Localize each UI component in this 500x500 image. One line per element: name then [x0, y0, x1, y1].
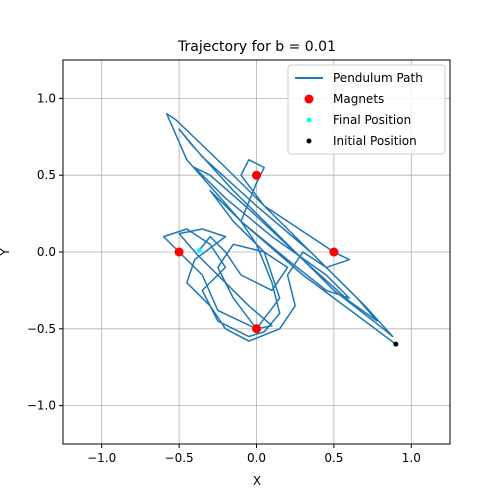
final-position-point	[196, 247, 202, 253]
y-tick-label: 0.0	[37, 245, 56, 259]
x-tick-label: 0.0	[247, 451, 266, 465]
magnet-point	[252, 324, 261, 334]
y-tick-label: −0.5	[27, 322, 56, 336]
legend-box	[287, 64, 446, 155]
magnet-point	[329, 247, 339, 257]
pendulum-path-line	[162, 113, 397, 345]
legend: Pendulum Path Magnets Final Position Ini…	[287, 64, 446, 155]
x-tick-label: 1.0	[402, 451, 421, 465]
magnet-point	[252, 170, 261, 180]
y-tick-label: 0.5	[37, 168, 56, 182]
y-tick-label: 1.0	[37, 91, 56, 105]
y-tick-label: −1.0	[27, 399, 56, 413]
legend-marker-magnets	[304, 94, 314, 104]
chart-title: Trajectory for b = 0.01	[177, 39, 336, 55]
x-tick-label: 0.5	[324, 451, 343, 465]
legend-label-pendulum-path: Pendulum Path	[333, 71, 423, 85]
y-axis-label: Y	[0, 248, 12, 257]
legend-marker-final-position	[306, 117, 312, 123]
legend-marker-initial-position	[306, 138, 312, 144]
x-tick-label: −1.0	[87, 451, 116, 465]
y-axis: −1.0 −0.5 0.0 0.5 1.0	[27, 91, 63, 413]
initial-position-point	[393, 341, 399, 347]
x-tick-label: −0.5	[165, 451, 194, 465]
magnet-point	[174, 247, 184, 257]
x-axis: −1.0 −0.5 0.0 0.5 1.0	[87, 444, 421, 465]
marker-layer	[174, 170, 399, 347]
legend-label-magnets: Magnets	[333, 92, 384, 106]
legend-label-initial-position: Initial Position	[333, 134, 417, 148]
x-axis-label: X	[253, 474, 261, 488]
legend-label-final-position: Final Position	[333, 113, 411, 127]
path-layer	[162, 113, 397, 345]
